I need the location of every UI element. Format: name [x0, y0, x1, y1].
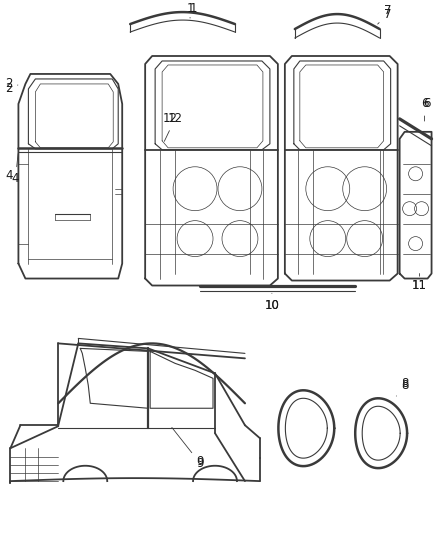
Text: 9: 9: [196, 455, 204, 467]
Text: 9: 9: [172, 427, 204, 470]
Text: 10: 10: [265, 293, 279, 312]
Text: 8: 8: [401, 377, 408, 390]
Text: 6: 6: [423, 98, 430, 110]
Text: 11: 11: [412, 273, 427, 292]
Text: 1: 1: [189, 2, 197, 14]
Text: 4: 4: [12, 154, 19, 185]
Text: 8: 8: [396, 379, 408, 396]
Text: 11: 11: [412, 279, 427, 292]
Text: 4: 4: [6, 169, 13, 182]
Text: 1: 1: [186, 2, 194, 18]
Text: 7: 7: [384, 4, 392, 17]
Text: 12: 12: [162, 112, 177, 125]
Text: 6: 6: [421, 98, 428, 121]
Text: 2: 2: [5, 83, 18, 95]
Text: 7: 7: [378, 7, 392, 24]
Text: 2: 2: [5, 77, 12, 91]
Text: 12: 12: [164, 112, 183, 141]
Text: 10: 10: [265, 299, 279, 312]
